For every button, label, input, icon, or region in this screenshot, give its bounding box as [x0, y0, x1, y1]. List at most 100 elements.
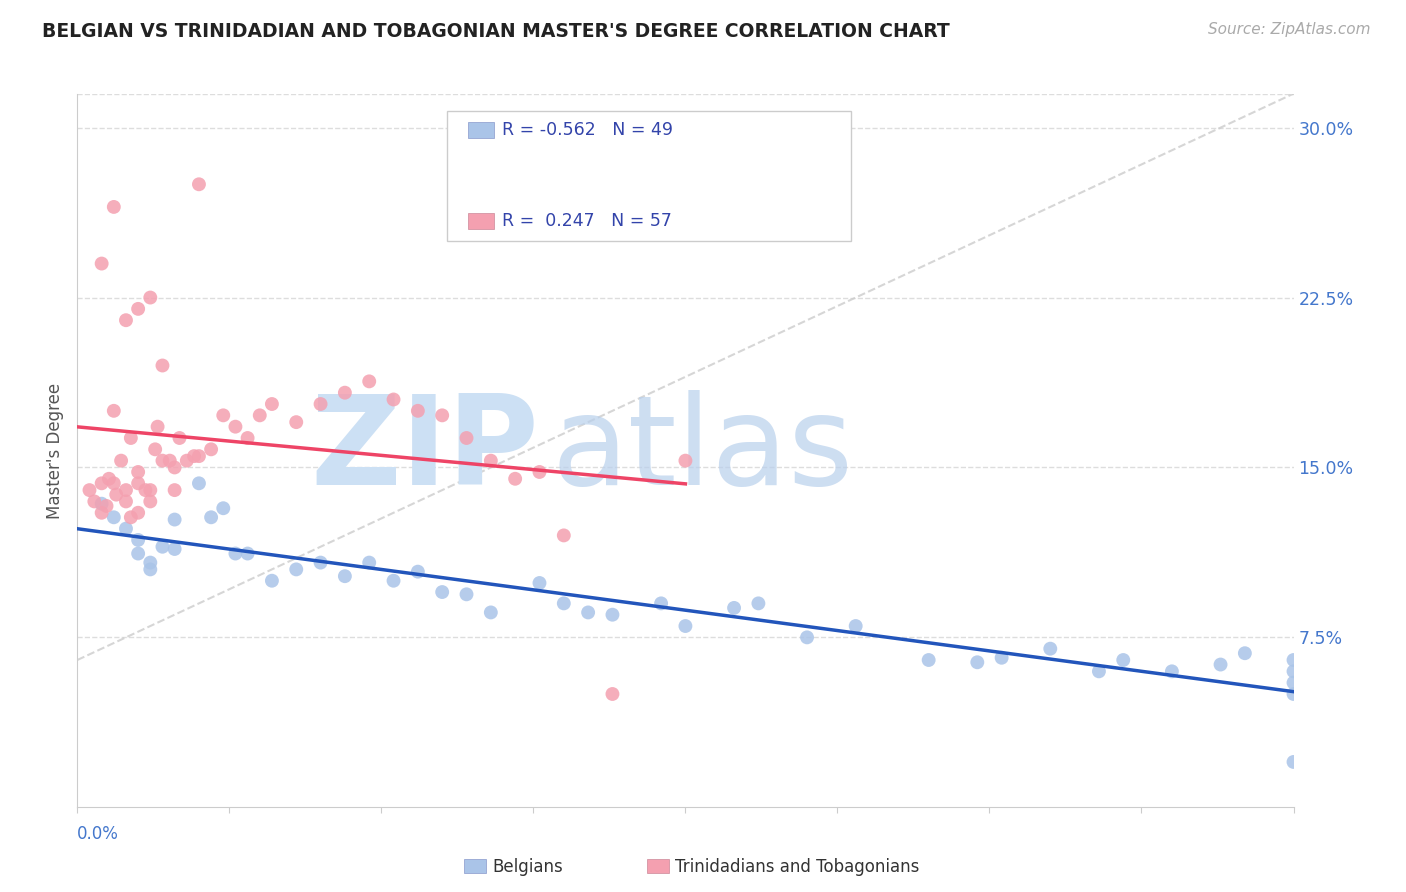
Point [103, 476, 125, 491]
Point [456, 587, 478, 601]
Point [432, 409, 454, 423]
Point [96, 499, 118, 513]
Point [110, 453, 132, 467]
Point [456, 431, 478, 445]
Point [90, 506, 112, 520]
Point [675, 453, 697, 467]
Point [139, 483, 162, 497]
Point [115, 483, 138, 497]
Point [134, 483, 156, 497]
Point [249, 409, 271, 423]
Point [120, 510, 142, 524]
Point [224, 547, 246, 561]
Point [236, 547, 259, 561]
Point [103, 404, 125, 418]
Point [260, 397, 283, 411]
Point [105, 488, 128, 502]
Text: R =  0.247   N = 57: R = 0.247 N = 57 [502, 212, 672, 230]
Point [115, 313, 138, 327]
Point [1282, 665, 1305, 679]
Point [382, 392, 405, 407]
Point [918, 653, 941, 667]
Point [432, 585, 454, 599]
Point [747, 596, 769, 610]
Point [359, 556, 381, 570]
Point [1209, 657, 1232, 672]
Point [115, 522, 138, 536]
Point [479, 453, 502, 467]
Point [406, 404, 429, 418]
Point [260, 574, 283, 588]
Point [139, 291, 162, 305]
Point [127, 533, 149, 547]
Point [90, 497, 112, 511]
Point [176, 453, 198, 467]
Point [602, 687, 624, 701]
Point [159, 453, 181, 467]
Point [103, 510, 125, 524]
Point [285, 415, 308, 429]
Point [152, 453, 174, 467]
Point [143, 442, 166, 457]
Point [163, 483, 186, 497]
Point [723, 601, 745, 615]
Point [406, 565, 429, 579]
Point [1282, 653, 1305, 667]
Point [127, 547, 149, 561]
Point [650, 596, 672, 610]
Point [212, 409, 235, 423]
Point [152, 359, 174, 373]
Point [103, 200, 125, 214]
Point [90, 256, 112, 270]
Point [127, 476, 149, 491]
Point [127, 301, 149, 316]
Point [529, 576, 551, 591]
Point [183, 449, 205, 463]
Point [1282, 687, 1305, 701]
Text: R = -0.562   N = 49: R = -0.562 N = 49 [502, 121, 673, 139]
Point [966, 655, 988, 669]
Point [163, 541, 186, 556]
Y-axis label: Master's Degree: Master's Degree [46, 383, 65, 518]
Point [200, 442, 222, 457]
Point [212, 501, 235, 516]
Text: ZIP: ZIP [311, 390, 540, 511]
Point [1039, 641, 1062, 656]
Point [553, 596, 575, 610]
Point [1233, 646, 1256, 660]
Point [1282, 675, 1305, 690]
Point [163, 512, 186, 526]
Point [1112, 653, 1135, 667]
Point [285, 562, 308, 576]
Point [200, 510, 222, 524]
Point [188, 178, 211, 192]
Point [333, 385, 356, 400]
Point [120, 431, 142, 445]
Point [188, 476, 211, 491]
Point [188, 449, 211, 463]
Point [163, 460, 186, 475]
Point [115, 494, 138, 508]
Point [382, 574, 405, 588]
Point [333, 569, 356, 583]
Point [146, 419, 169, 434]
Point [1161, 665, 1184, 679]
Point [90, 476, 112, 491]
Point [79, 483, 101, 497]
Point [479, 606, 502, 620]
Text: atlas: atlas [551, 390, 853, 511]
Point [169, 431, 191, 445]
Point [127, 506, 149, 520]
Point [796, 631, 818, 645]
Point [309, 397, 332, 411]
Point [139, 562, 162, 576]
Text: Source: ZipAtlas.com: Source: ZipAtlas.com [1208, 22, 1371, 37]
Point [359, 375, 381, 389]
Point [602, 607, 624, 622]
Point [127, 465, 149, 479]
Point [675, 619, 697, 633]
Point [503, 472, 526, 486]
Point [576, 606, 599, 620]
Text: BELGIAN VS TRINIDADIAN AND TOBAGONIAN MASTER'S DEGREE CORRELATION CHART: BELGIAN VS TRINIDADIAN AND TOBAGONIAN MA… [42, 22, 950, 41]
Point [236, 431, 259, 445]
